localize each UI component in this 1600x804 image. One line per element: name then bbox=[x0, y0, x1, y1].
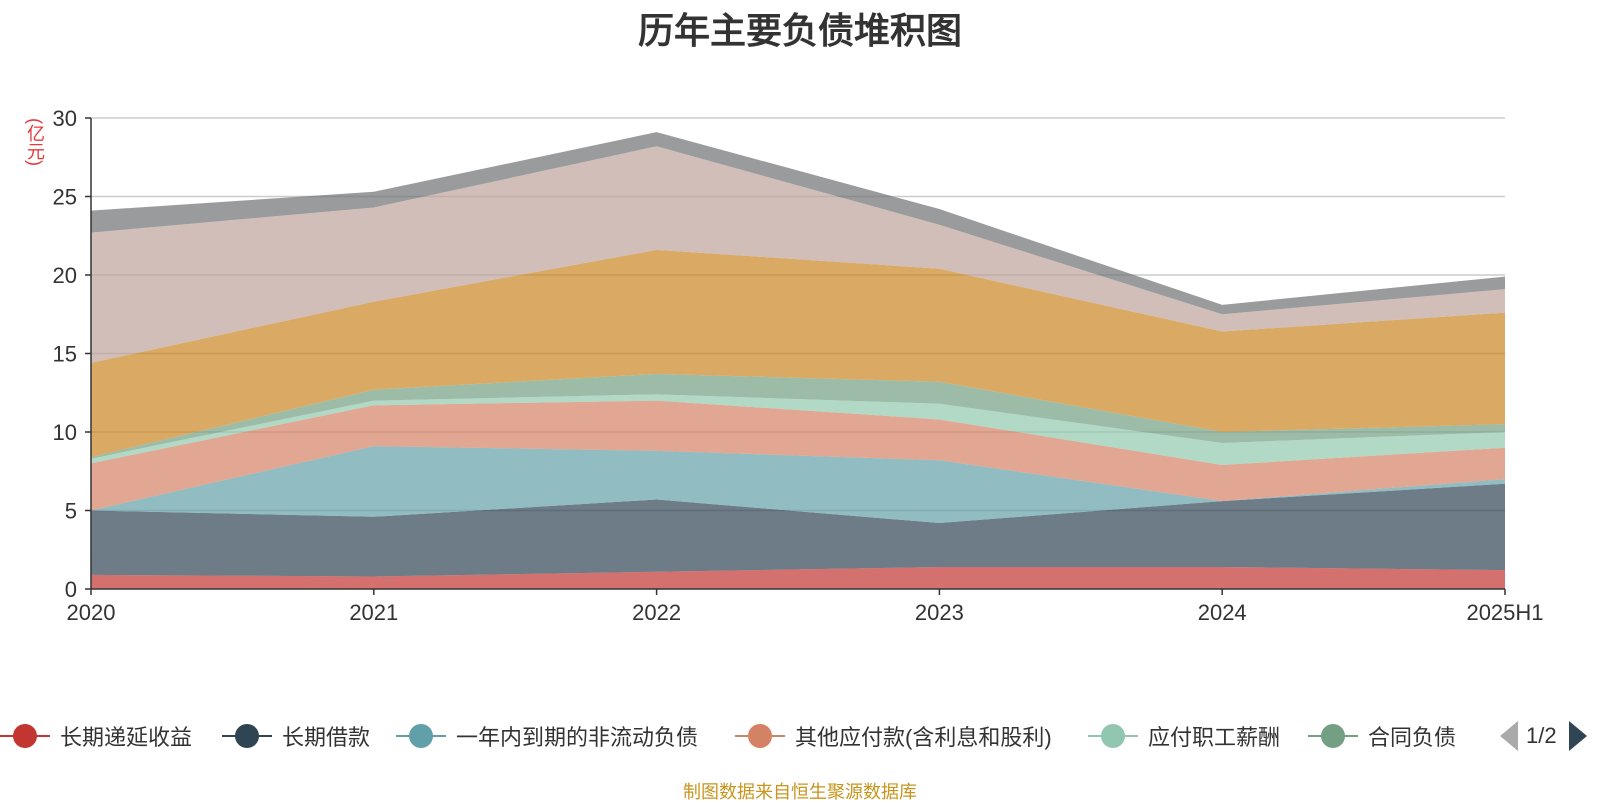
legend-label: 应付职工薪酬 bbox=[1148, 725, 1281, 750]
y-axis-unit: 亿元 bbox=[25, 124, 45, 160]
legend-marker-icon bbox=[222, 723, 272, 749]
legend-item-0[interactable]: 长期递延收益 bbox=[0, 718, 192, 754]
data-source-note: 制图数据来自恒生聚源数据库 bbox=[683, 782, 917, 802]
area-series-3 bbox=[91, 400, 1505, 511]
area-series-6 bbox=[91, 249, 1505, 458]
area-series-8 bbox=[91, 132, 1505, 315]
y-tick-label-5: 25 bbox=[53, 185, 77, 210]
legend-item-2[interactable]: 一年内到期的非流动负债 bbox=[396, 718, 698, 754]
legend-label: 长期借款 bbox=[282, 725, 371, 750]
legend-prev-page-icon[interactable] bbox=[1500, 721, 1518, 751]
legend-item-1[interactable]: 长期借款 bbox=[222, 718, 370, 754]
y-axis-unit-label: (亿元) bbox=[25, 118, 45, 166]
legend-label: 合同负债 bbox=[1368, 725, 1457, 750]
legend-item-3[interactable]: 其他应付款(含利息和股利) bbox=[735, 718, 1052, 754]
area-series-2 bbox=[91, 446, 1505, 524]
area-series-5 bbox=[91, 373, 1505, 459]
area-series-0 bbox=[91, 567, 1505, 589]
area-series-1 bbox=[91, 483, 1505, 577]
area-series-4 bbox=[91, 394, 1505, 465]
legend-item-4[interactable]: 应付职工薪酬 bbox=[1088, 718, 1280, 754]
legend-marker-icon bbox=[396, 723, 446, 749]
legend: 长期递延收益 长期借款 一年内到期的非流动负债 其他应付款(含利息和股利) 应付职工薪酬… bbox=[0, 718, 1500, 754]
legend-marker-icon bbox=[0, 723, 50, 749]
y-tick-label-4: 20 bbox=[53, 263, 77, 288]
y-tick-label-1: 5 bbox=[65, 499, 77, 524]
x-tick-label-3: 2023 bbox=[915, 600, 964, 625]
x-tick-label-1: 2021 bbox=[349, 600, 398, 625]
legend-label: 长期递延收益 bbox=[60, 725, 193, 750]
legend-marker-icon bbox=[735, 723, 785, 749]
y-tick-label-3: 15 bbox=[53, 342, 77, 367]
legend-marker-icon bbox=[1088, 723, 1138, 749]
legend-next-page-icon[interactable] bbox=[1568, 721, 1587, 751]
x-tick-label-5: 2025H1 bbox=[1466, 600, 1543, 625]
x-tick-label-4: 2024 bbox=[1198, 600, 1247, 625]
legend-label: 一年内到期的非流动负债 bbox=[456, 725, 699, 750]
legend-page-indicator: 1/2 bbox=[1526, 723, 1557, 748]
area-series-7 bbox=[91, 146, 1505, 363]
y-tick-label-2: 10 bbox=[53, 420, 77, 445]
x-tick-label-2: 2022 bbox=[632, 600, 681, 625]
legend-item-5[interactable]: 合同负债 bbox=[1308, 718, 1456, 754]
x-tick-label-0: 2020 bbox=[67, 600, 116, 625]
y-tick-label-0: 0 bbox=[65, 577, 77, 602]
legend-label: 其他应付款(含利息和股利) bbox=[795, 725, 1052, 750]
y-tick-label-6: 30 bbox=[53, 106, 77, 131]
chart-title: 历年主要负债堆积图 bbox=[637, 10, 962, 51]
legend-pager: 1/2 bbox=[1500, 718, 1587, 754]
legend-marker-icon bbox=[1308, 723, 1358, 749]
